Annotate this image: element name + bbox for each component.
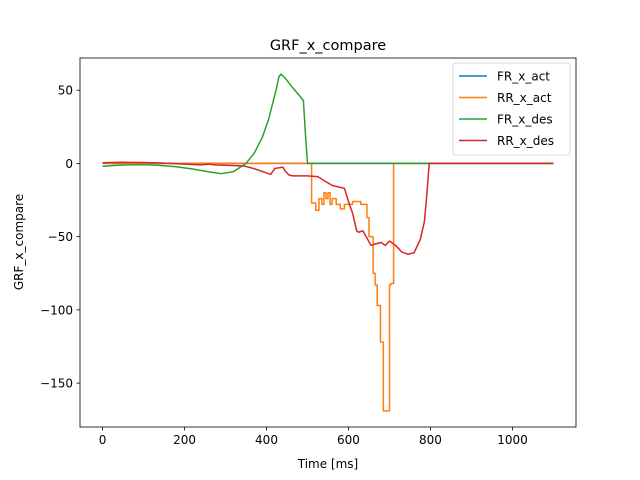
legend-label: FR_x_des [497, 113, 553, 127]
x-tick-label: 1000 [497, 433, 528, 447]
series-layer [102, 73, 554, 412]
plot-area [79, 57, 577, 428]
y-tick-label: −100 [40, 303, 73, 317]
y-tick-label: 0 [65, 157, 73, 171]
x-tick-label: 400 [255, 433, 278, 447]
x-tick-label: 0 [99, 433, 107, 447]
x-axis: 0 200 400 600 800 1000 [99, 427, 528, 447]
y-tick-label: −150 [40, 377, 73, 391]
legend-label: RR_x_des [497, 134, 554, 148]
x-axis-label: Time [ms] [297, 457, 359, 471]
series-line-rr-x-act [102, 162, 554, 412]
legend-label: FR_x_act [497, 70, 550, 84]
legend-box [452, 62, 571, 156]
series-line-rr-x-des [102, 161, 554, 255]
legend-label: RR_x_act [497, 91, 552, 105]
legend: FR_x_act RR_x_act FR_x_des RR_x_des [452, 62, 571, 156]
y-axis-label: GRF_x_compare [12, 194, 26, 290]
series-line-fr-x-des [102, 73, 554, 175]
x-tick-label: 200 [173, 433, 196, 447]
x-tick-label: 600 [337, 433, 360, 447]
plot-frame [79, 57, 577, 428]
chart-title: GRF_x_compare [270, 38, 386, 54]
y-axis: 50 0 −50 −100 −150 [40, 84, 80, 391]
y-tick-label: −50 [48, 230, 73, 244]
x-tick-label: 800 [419, 433, 442, 447]
y-tick-label: 50 [58, 84, 73, 98]
